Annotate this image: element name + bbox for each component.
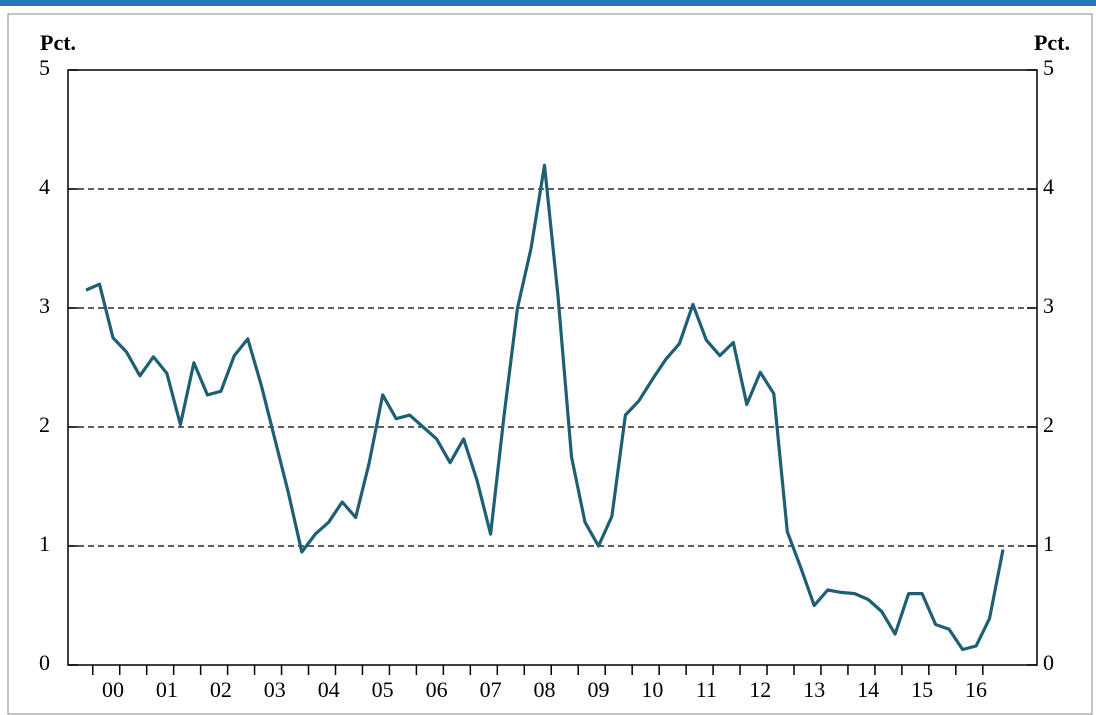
x-tick-label: 05 [372, 677, 394, 702]
x-tick-label: 01 [156, 677, 178, 702]
x-tick-label: 07 [480, 677, 502, 702]
x-tick-label: 12 [749, 677, 771, 702]
y2-tick-label: 2 [1043, 412, 1054, 437]
y-tick-label: 5 [39, 55, 50, 80]
y2-axis-label: Pct. [1034, 30, 1070, 55]
x-tick-label: 06 [426, 677, 448, 702]
x-tick-label: 03 [264, 677, 286, 702]
y2-tick-label: 5 [1043, 55, 1054, 80]
y2-tick-label: 0 [1043, 650, 1054, 675]
y-tick-label: 0 [39, 650, 50, 675]
header-strip [0, 0, 1096, 6]
x-tick-label: 08 [534, 677, 556, 702]
y-axis-label: Pct. [40, 30, 76, 55]
y-tick-label: 3 [39, 293, 50, 318]
frame [7, 13, 1093, 715]
x-tick-label: 16 [965, 677, 987, 702]
x-tick-label: 15 [911, 677, 933, 702]
y-tick-label: 1 [39, 531, 50, 556]
x-tick-label: 09 [587, 677, 609, 702]
x-tick-label: 04 [318, 677, 340, 702]
x-tick-label: 00 [102, 677, 124, 702]
y2-tick-label: 4 [1043, 174, 1054, 199]
y2-tick-label: 3 [1043, 293, 1054, 318]
x-tick-label: 11 [696, 677, 717, 702]
y-tick-label: 4 [39, 174, 50, 199]
x-tick-label: 02 [210, 677, 232, 702]
x-tick-label: 14 [857, 677, 879, 702]
x-tick-label: 10 [641, 677, 663, 702]
y2-tick-label: 1 [1043, 531, 1054, 556]
plot-frame [67, 69, 1038, 666]
line-series [85, 163, 1005, 652]
y-tick-label: 2 [39, 412, 50, 437]
x-tick-label: 13 [803, 677, 825, 702]
